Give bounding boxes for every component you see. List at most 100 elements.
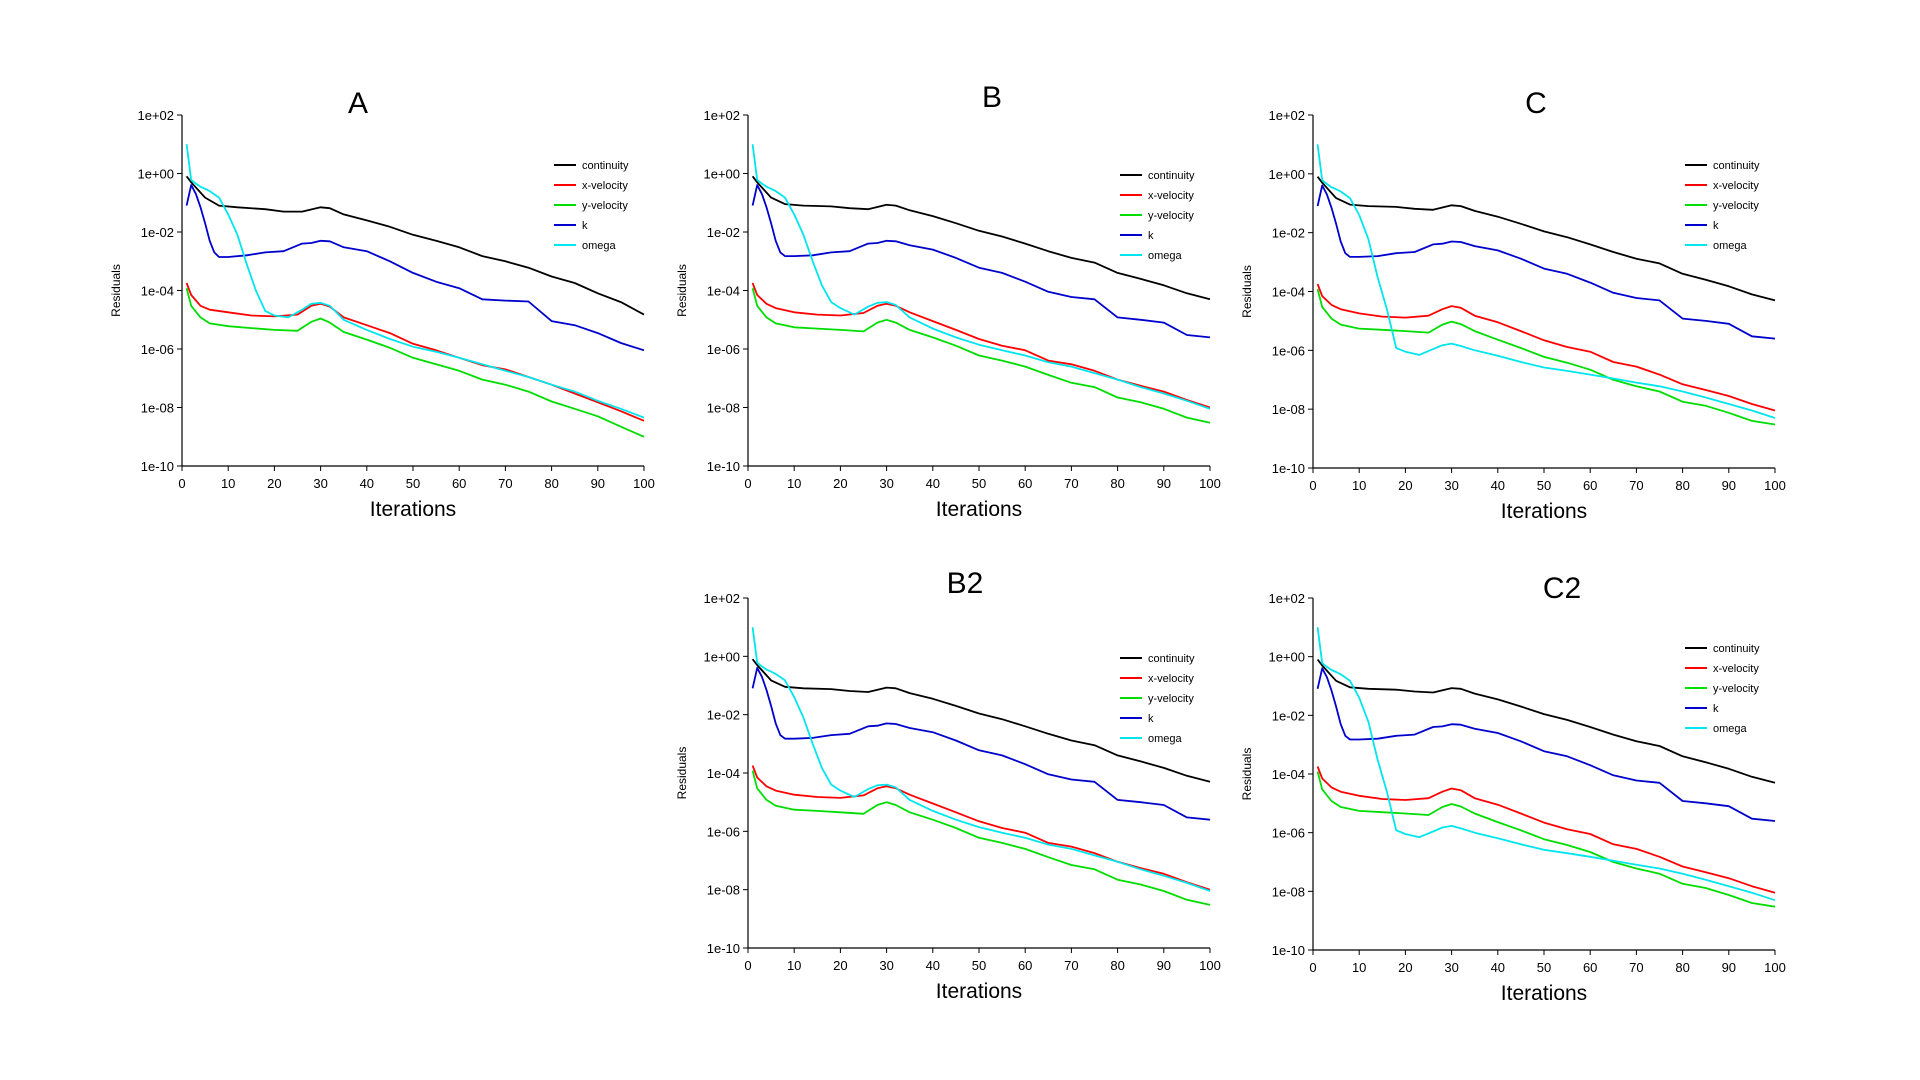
series-line-x-velocity (185, 282, 645, 422)
series-line-k (1316, 184, 1776, 340)
legend-label: omega (582, 240, 617, 252)
legend-label: continuity (1713, 643, 1760, 655)
x-tick-label: 50 (1537, 960, 1551, 975)
y-tick-label: 1e+02 (703, 108, 740, 123)
chart-title: B2 (947, 567, 984, 600)
legend-label: k (1713, 703, 1719, 715)
y-tick-label: 1e-02 (707, 225, 740, 240)
legend-label: omega (1713, 723, 1748, 735)
y-tick-label: 1e-02 (707, 708, 740, 723)
chart-panel-c: C 0 10 20 30 40 50 60 70 80 90 100 1e-10 1e-08 1e-06 1e… (1240, 87, 1786, 523)
series-line-omega (185, 144, 645, 419)
y-tick-label: 1e+02 (1268, 108, 1305, 123)
y-tick-label: 1e+02 (137, 108, 174, 123)
series-line-y-velocity (751, 287, 1211, 424)
y-tick-label: 1e-02 (141, 225, 174, 240)
series-line-k (185, 184, 645, 352)
x-tick-label: 100 (1764, 478, 1786, 493)
legend-label: k (582, 220, 588, 232)
x-tick-label: 20 (833, 476, 847, 491)
x-tick-label: 50 (972, 476, 986, 491)
series-line-continuity (751, 658, 1211, 783)
x-tick-label: 60 (1018, 958, 1032, 973)
y-tick-label: 1e-06 (1272, 343, 1305, 358)
series-line-y-velocity (751, 770, 1211, 906)
x-tick-label: 80 (1675, 960, 1689, 975)
x-tick-label: 60 (1583, 478, 1597, 493)
x-tick-label: 70 (498, 476, 512, 491)
legend-label: x-velocity (1148, 673, 1194, 685)
x-tick-label: 10 (1352, 960, 1366, 975)
x-tick-label: 10 (787, 958, 801, 973)
x-tick-label: 40 (1491, 960, 1505, 975)
y-tick-label: 1e-04 (707, 284, 740, 299)
y-tick-label: 1e-02 (1272, 226, 1305, 241)
y-tick-label: 1e+00 (703, 167, 740, 182)
chart-panel-b: B 0 10 20 30 40 50 60 70 80 90 100 1e-10 1e-08 1e-06 1e… (675, 81, 1221, 521)
x-axis-label: Iterations (1501, 500, 1587, 523)
x-tick-label: 70 (1629, 960, 1643, 975)
y-tick-label: 1e-10 (707, 459, 740, 474)
x-tick-label: 40 (926, 958, 940, 973)
x-tick-label: 100 (1199, 958, 1221, 973)
y-tick-label: 1e+00 (137, 167, 174, 182)
x-tick-label: 40 (926, 476, 940, 491)
x-tick-label: 30 (879, 958, 893, 973)
y-axis-label: Residuals (675, 747, 689, 800)
y-tick-label: 1e-04 (1272, 285, 1305, 300)
x-tick-label: 80 (1110, 958, 1124, 973)
chart-panel-c2: C2 0 10 20 30 40 50 60 70 80 90 100 1e-10 1e-08 1e-06 1… (1240, 572, 1786, 1005)
x-tick-label: 100 (1764, 960, 1786, 975)
series-line-continuity (185, 175, 645, 316)
y-tick-label: 1e-10 (1272, 461, 1305, 476)
x-axis-label: Iterations (936, 980, 1022, 1003)
x-tick-label: 20 (1398, 478, 1412, 493)
chart-title: C (1525, 87, 1547, 120)
x-tick-label: 90 (591, 476, 605, 491)
x-tick-label: 20 (833, 958, 847, 973)
x-axis-label: Iterations (936, 498, 1022, 521)
legend-label: k (1148, 230, 1154, 242)
series-line-y-velocity (185, 287, 645, 438)
y-tick-label: 1e-10 (707, 941, 740, 956)
x-tick-label: 70 (1064, 476, 1078, 491)
x-tick-label: 90 (1722, 960, 1736, 975)
series-line-omega (1316, 144, 1776, 419)
series-line-y-velocity (1316, 288, 1776, 426)
legend-label: continuity (1713, 160, 1760, 172)
y-axis-label: Residuals (109, 264, 123, 317)
x-tick-label: 70 (1064, 958, 1078, 973)
x-tick-label: 20 (1398, 960, 1412, 975)
x-tick-label: 60 (1018, 476, 1032, 491)
x-tick-label: 60 (1583, 960, 1597, 975)
y-tick-label: 1e+00 (703, 649, 740, 664)
series-line-k (1316, 667, 1776, 822)
y-tick-label: 1e-06 (707, 342, 740, 357)
series-line-omega (751, 627, 1211, 892)
x-tick-label: 50 (972, 958, 986, 973)
x-tick-label: 100 (1199, 476, 1221, 491)
y-tick-label: 1e-06 (707, 824, 740, 839)
y-axis-label: Residuals (675, 264, 689, 317)
legend-label: omega (1148, 250, 1183, 262)
y-tick-label: 1e+00 (1268, 167, 1305, 182)
x-tick-label: 80 (1110, 476, 1124, 491)
x-tick-label: 70 (1629, 478, 1643, 493)
y-tick-label: 1e-04 (141, 284, 174, 299)
x-tick-label: 10 (787, 476, 801, 491)
legend-label: y-velocity (1148, 210, 1194, 222)
legend-label: omega (1713, 240, 1748, 252)
legend-label: x-velocity (1148, 190, 1194, 202)
legend-label: y-velocity (1713, 200, 1759, 212)
legend-label: continuity (1148, 170, 1195, 182)
y-tick-label: 1e-10 (141, 459, 174, 474)
y-tick-label: 1e-10 (1272, 943, 1305, 958)
y-axis-label: Residuals (1240, 265, 1254, 318)
legend-label: y-velocity (582, 200, 628, 212)
legend-label: k (1148, 713, 1154, 725)
x-tick-label: 40 (1491, 478, 1505, 493)
y-tick-label: 1e-04 (707, 766, 740, 781)
x-tick-label: 80 (544, 476, 558, 491)
x-tick-label: 0 (178, 476, 185, 491)
